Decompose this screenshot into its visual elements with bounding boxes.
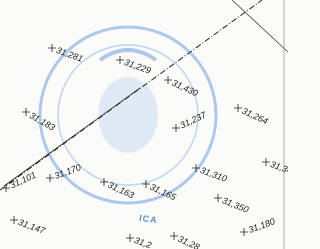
stamp-emblem (98, 77, 158, 153)
page: {"points": [ {"label": "31,281"}, {"labe… (0, 0, 288, 249)
